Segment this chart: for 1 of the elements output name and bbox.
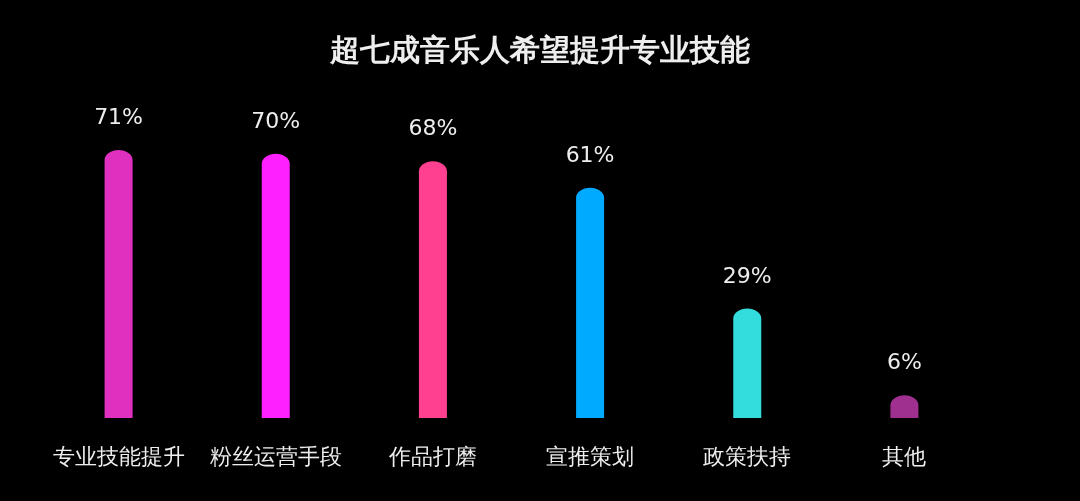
title: 超七成音乐人希望提升专业技能 [330,32,750,67]
